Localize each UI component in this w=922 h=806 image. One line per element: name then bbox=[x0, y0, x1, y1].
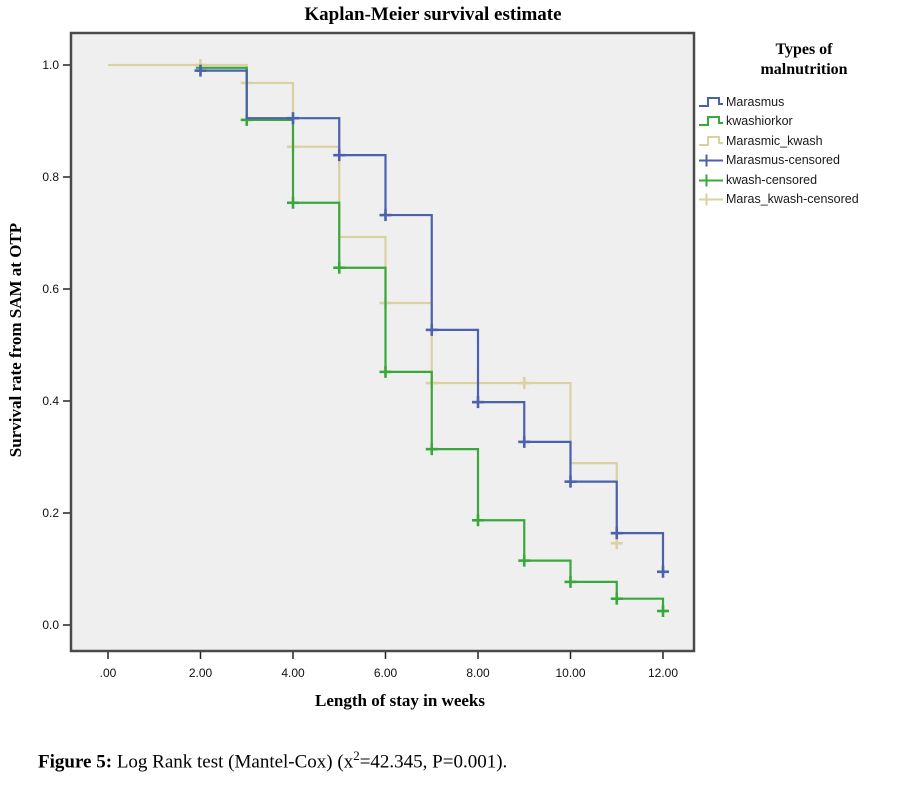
step-line-glyph bbox=[699, 116, 723, 127]
x-tick-label: 10.00 bbox=[555, 666, 585, 680]
y-tick-label: 0.6 bbox=[42, 282, 59, 296]
legend-title-line1: Types of bbox=[775, 41, 833, 58]
figure-caption-label: Figure 5: bbox=[38, 751, 113, 773]
legend-item-kwash-censored: kwash-censored bbox=[698, 170, 922, 190]
legend-item-label: Marasmic_kwash bbox=[726, 133, 823, 148]
step-line-swatch-icon bbox=[698, 113, 725, 129]
y-tick-label: 1.0 bbox=[42, 58, 59, 72]
x-axis-title: Length of stay in weeks bbox=[314, 691, 485, 710]
x-tick-label: .00 bbox=[100, 666, 117, 680]
legend-item-marasmus-censored: Marasmus-censored bbox=[698, 151, 922, 171]
step-line-swatch-icon bbox=[698, 133, 725, 149]
plus-glyph bbox=[699, 193, 723, 206]
legend-item-maras-kwash-censored: Maras_kwash-censored bbox=[698, 190, 922, 210]
y-tick-label: 0.4 bbox=[42, 394, 59, 408]
legend: Types of malnutrition Marasmus kwashiork… bbox=[698, 40, 922, 209]
step-line-glyph bbox=[699, 96, 723, 107]
y-axis-title: Survival rate from SAM at OTP bbox=[6, 222, 25, 458]
censored-plus-swatch-icon bbox=[698, 172, 725, 188]
step-line-glyph bbox=[699, 135, 723, 146]
step-line-swatch-icon bbox=[698, 94, 725, 110]
plus-glyph bbox=[699, 174, 723, 187]
legend-item-label: Marasmus-censored bbox=[726, 153, 840, 168]
series-Marasmus bbox=[195, 69, 668, 573]
legend-items: Marasmus kwashiorkor Marasmic_kwash Mara… bbox=[698, 92, 922, 209]
legend-item-label: Marasmus bbox=[726, 94, 785, 109]
x-tick-label: 12.00 bbox=[648, 666, 678, 680]
figure-caption-superscript: 2 bbox=[353, 748, 360, 763]
step-line-glyph-stroke bbox=[699, 116, 723, 127]
step-line-glyph-stroke bbox=[699, 96, 723, 107]
plot-area bbox=[69, 31, 696, 653]
legend-item-label: Maras_kwash-censored bbox=[726, 192, 859, 207]
y-tick-label: 0.0 bbox=[42, 618, 59, 632]
km-plot: .00 2.00 4.00 6.00 8.00 10.00 12.00 0.0 0.2 0.4 0.… bbox=[42, 31, 696, 680]
legend-item-kwashiorkor: kwashiorkor bbox=[698, 112, 922, 132]
legend-item-marasmic-kwash: Marasmic_kwash bbox=[698, 131, 922, 151]
plus-glyph bbox=[699, 154, 723, 167]
x-tick-label: 6.00 bbox=[374, 666, 398, 680]
figure-caption-text: Log Rank test (Mantel-Cox) (x bbox=[112, 751, 354, 773]
legend-item-label: kwashiorkor bbox=[726, 114, 793, 129]
censored-plus-swatch-icon bbox=[698, 152, 725, 168]
x-tick-label: 8.00 bbox=[466, 666, 490, 680]
figure-caption-text-end: =42.345, P=0.001). bbox=[359, 751, 508, 773]
legend-title: Types of malnutrition bbox=[698, 40, 910, 80]
legend-item-marasmus: Marasmus bbox=[698, 92, 922, 112]
x-tick-label: 4.00 bbox=[281, 666, 305, 680]
censored-plus-swatch-icon bbox=[698, 191, 725, 207]
step-line-glyph-stroke bbox=[699, 135, 723, 146]
legend-title-line2: malnutrition bbox=[760, 61, 848, 78]
series-kwashiorkor bbox=[195, 66, 668, 613]
y-tick-label: 0.8 bbox=[42, 170, 59, 184]
x-tick-label: 2.00 bbox=[189, 666, 213, 680]
chart-title: Kaplan-Meier survival estimate bbox=[304, 4, 562, 25]
legend-item-label: kwash-censored bbox=[726, 172, 818, 187]
y-tick-label: 0.2 bbox=[42, 506, 59, 520]
figure-caption: Figure 5: Log Rank test (Mantel-Cox) (x2… bbox=[38, 748, 507, 773]
